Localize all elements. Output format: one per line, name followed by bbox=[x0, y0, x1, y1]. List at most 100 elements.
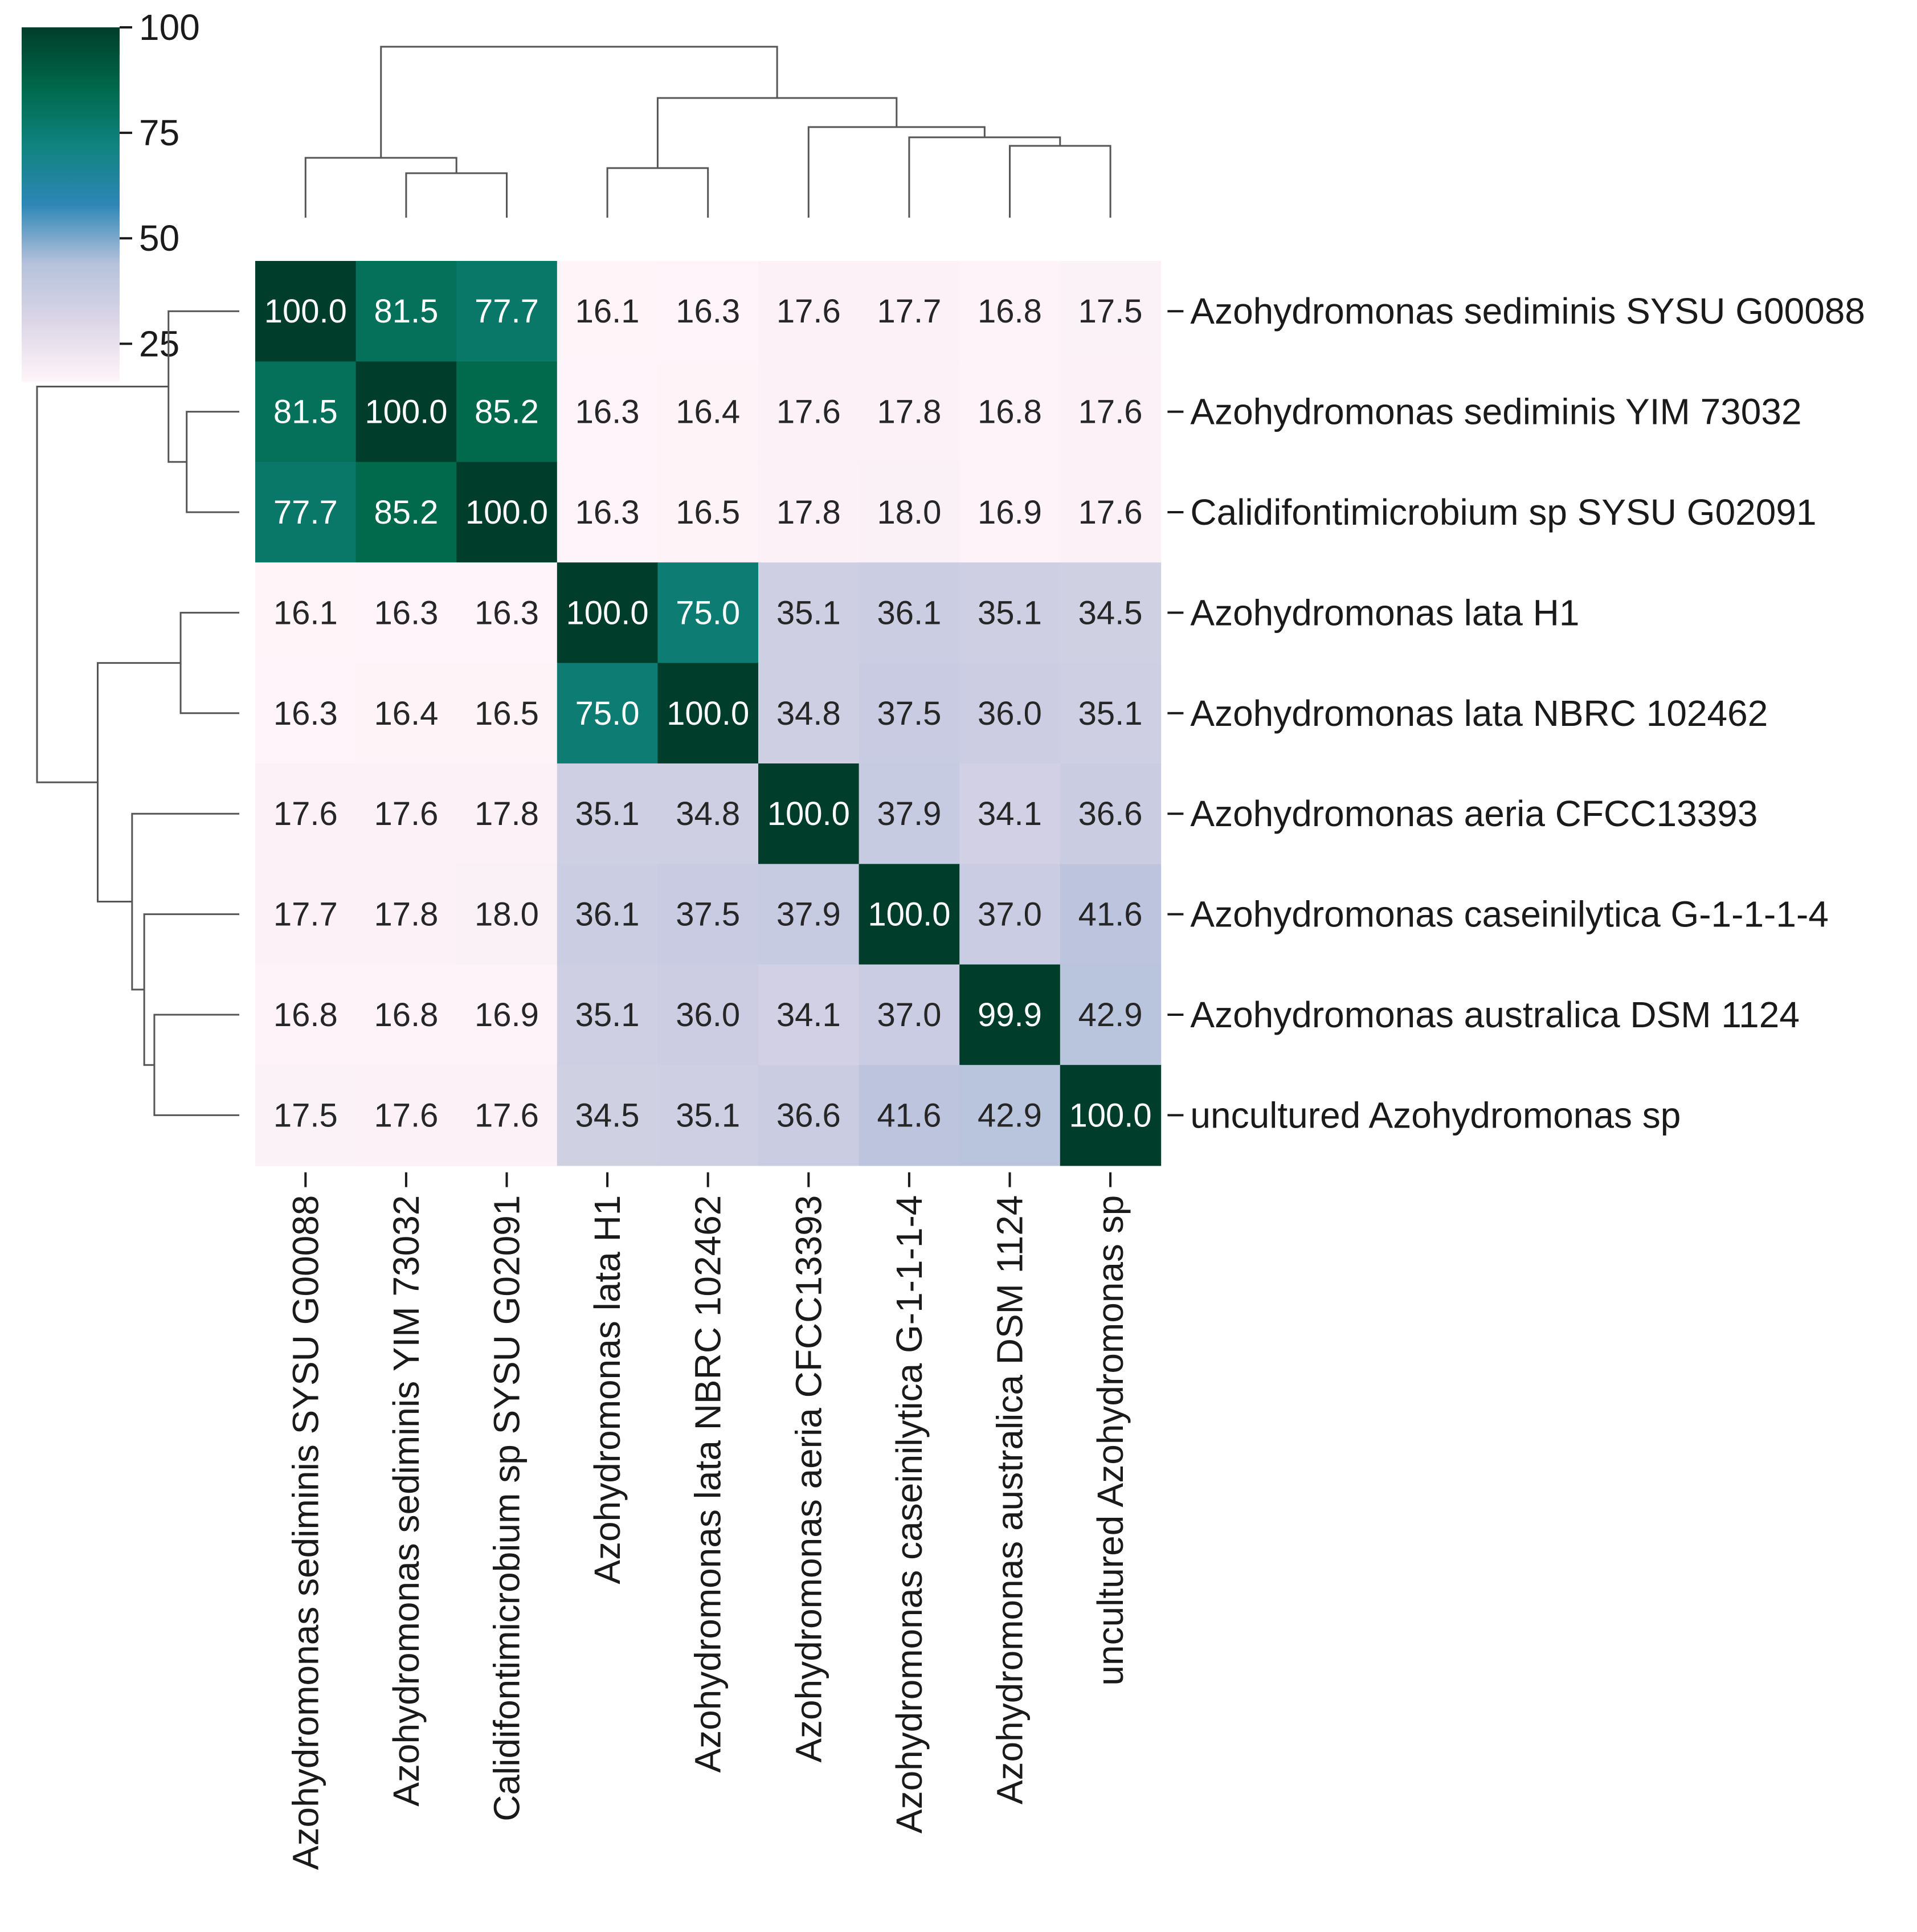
cell-value: 99.9 bbox=[978, 996, 1042, 1034]
column-label: Azohydromonas lata NBRC 102462 bbox=[688, 1195, 729, 1773]
cell-value: 17.6 bbox=[776, 293, 841, 330]
cell-value: 34.5 bbox=[1078, 594, 1143, 631]
heatmap-cell bbox=[758, 1065, 860, 1166]
heatmap-cell bbox=[456, 964, 558, 1065]
heatmap-cell bbox=[456, 763, 558, 865]
cell-value: 100.0 bbox=[465, 494, 548, 531]
cell-value: 100.0 bbox=[365, 394, 447, 431]
column-label: Azohydromonas lata H1 bbox=[587, 1195, 628, 1584]
heatmap-cell bbox=[355, 763, 457, 865]
heatmap-cell bbox=[959, 964, 1061, 1065]
heatmap-cell bbox=[959, 864, 1061, 965]
heatmap-cell bbox=[1060, 461, 1162, 563]
heatmap-cell bbox=[657, 763, 759, 865]
heatmap-cell bbox=[657, 864, 759, 965]
heatmap-cell bbox=[456, 864, 558, 965]
column-label: Azohydromonas sediminis YIM 73032 bbox=[386, 1195, 427, 1807]
heatmap-cell bbox=[557, 663, 659, 764]
colorbar-tick-label: 100 bbox=[139, 7, 200, 48]
row-label: uncultured Azohydromonas sp bbox=[1190, 1094, 1681, 1135]
heatmap-cell bbox=[557, 361, 659, 463]
cell-value: 16.8 bbox=[273, 996, 338, 1034]
cell-value: 18.0 bbox=[475, 896, 539, 933]
cell-value: 100.0 bbox=[264, 293, 347, 330]
column-label: Azohydromonas aeria CFCC13393 bbox=[788, 1195, 829, 1763]
heatmap-cell bbox=[758, 361, 860, 463]
row-label: Azohydromonas caseinilytica G-1-1-1-4 bbox=[1190, 894, 1828, 935]
cell-value: 17.6 bbox=[1078, 394, 1143, 431]
column-label: uncultured Azohydromonas sp bbox=[1090, 1195, 1131, 1686]
heatmap-cell bbox=[657, 562, 759, 664]
heatmap-cell bbox=[758, 261, 860, 362]
dendrogram-link bbox=[97, 662, 181, 903]
heatmap-cell bbox=[557, 261, 659, 362]
cell-value: 35.1 bbox=[575, 996, 640, 1034]
heatmap-cell bbox=[859, 562, 960, 664]
cell-value: 36.1 bbox=[877, 594, 941, 631]
cell-value: 17.8 bbox=[475, 795, 539, 832]
heatmap-cell bbox=[1060, 663, 1162, 764]
heatmap-cell bbox=[557, 763, 659, 865]
cell-value: 34.5 bbox=[575, 1097, 640, 1134]
heatmap-cell bbox=[1060, 562, 1162, 664]
heatmap-cell bbox=[557, 864, 659, 965]
cell-value: 17.8 bbox=[374, 896, 438, 933]
cell-value: 16.9 bbox=[978, 494, 1042, 531]
cell-value: 17.5 bbox=[1078, 293, 1143, 330]
column-label: Azohydromonas australica DSM 1124 bbox=[990, 1195, 1031, 1805]
heatmap-cell bbox=[859, 763, 960, 865]
cell-value: 100.0 bbox=[1069, 1097, 1152, 1134]
dendrogram-link bbox=[36, 386, 169, 783]
heatmap-cell bbox=[959, 663, 1061, 764]
heatmap-cell bbox=[1060, 261, 1162, 362]
cell-value: 16.4 bbox=[374, 695, 438, 732]
heatmap-cell bbox=[959, 763, 1061, 865]
heatmap-cell bbox=[657, 361, 759, 463]
dendrogram-link bbox=[405, 172, 508, 218]
heatmap-cell bbox=[255, 1065, 357, 1166]
cell-value: 18.0 bbox=[877, 494, 941, 531]
cell-value: 35.1 bbox=[676, 1097, 740, 1134]
cell-value: 35.1 bbox=[978, 594, 1042, 631]
cell-value: 16.5 bbox=[676, 494, 740, 531]
cell-value: 77.7 bbox=[273, 494, 338, 531]
heatmap-cell bbox=[255, 763, 357, 865]
heatmap-cell bbox=[355, 361, 457, 463]
heatmap-cell bbox=[557, 461, 659, 563]
dendrogram-link bbox=[606, 167, 709, 218]
heatmap-cell bbox=[557, 1065, 659, 1166]
colorbar-tick-label: 25 bbox=[139, 323, 179, 364]
dendrogram-link bbox=[807, 126, 986, 218]
cell-value: 16.3 bbox=[273, 695, 338, 732]
column-dendrogram bbox=[304, 46, 1111, 218]
row-label: Azohydromonas lata NBRC 102462 bbox=[1190, 693, 1768, 734]
cell-value: 16.3 bbox=[475, 594, 539, 631]
cell-value: 37.0 bbox=[877, 996, 941, 1034]
cell-value: 17.8 bbox=[776, 494, 841, 531]
cell-value: 16.1 bbox=[273, 594, 338, 631]
row-label: Azohydromonas sediminis SYSU G00088 bbox=[1190, 291, 1865, 332]
heatmap-cell bbox=[255, 261, 357, 362]
dendrogram-link bbox=[153, 1014, 239, 1116]
cell-value: 75.0 bbox=[575, 695, 640, 732]
cell-value: 34.8 bbox=[776, 695, 841, 732]
cell-value: 100.0 bbox=[767, 795, 850, 832]
heatmap-cell bbox=[657, 964, 759, 1065]
colorbar: 25 50 75 100 bbox=[22, 7, 200, 382]
heatmap-cell bbox=[758, 964, 860, 1065]
row-label: Azohydromonas australica DSM 1124 bbox=[1190, 994, 1800, 1035]
row-dendrogram bbox=[36, 310, 239, 1116]
heatmap-cell bbox=[758, 663, 860, 764]
heatmap-cells: 100.0 81.5 77.7 16.1 16.3 17.6 17.7 16.8 17.5 81.… bbox=[255, 261, 1162, 1166]
heatmap-cell bbox=[959, 261, 1061, 362]
column-label: Azohydromonas caseinilytica G-1-1-1-4 bbox=[889, 1195, 930, 1833]
heatmap-cell bbox=[255, 361, 357, 463]
cell-value: 17.6 bbox=[776, 394, 841, 431]
heatmap-cell bbox=[456, 461, 558, 563]
heatmap-cell bbox=[557, 562, 659, 664]
heatmap-cell bbox=[355, 461, 457, 563]
cell-value: 17.8 bbox=[877, 394, 941, 431]
colorbar-tick-label: 50 bbox=[139, 218, 179, 259]
cell-value: 36.0 bbox=[978, 695, 1042, 732]
cell-value: 36.6 bbox=[776, 1097, 841, 1134]
